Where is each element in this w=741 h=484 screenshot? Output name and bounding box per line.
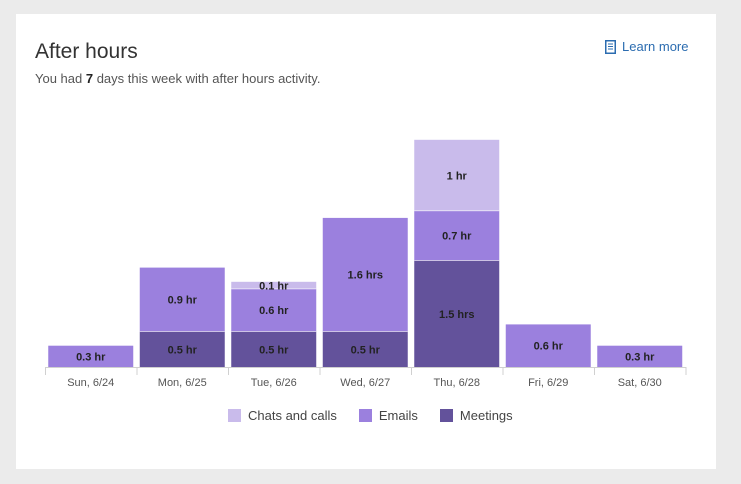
legend-label: Chats and calls xyxy=(248,408,337,423)
legend-item-emails: Emails xyxy=(359,408,418,423)
data-label-chats-and-calls-4: 1 hr xyxy=(447,170,468,182)
data-label-emails-5: 0.6 hr xyxy=(534,341,564,353)
legend-label: Emails xyxy=(379,408,418,423)
x-tick-label: Sat, 6/30 xyxy=(618,377,662,389)
legend-label: Meetings xyxy=(460,408,513,423)
data-label-meetings-4: 1.5 hrs xyxy=(439,309,474,321)
data-label-emails-6: 0.3 hr xyxy=(625,351,655,363)
after-hours-card: After hours You had 7 days this week wit… xyxy=(16,14,716,469)
legend-swatch xyxy=(359,409,372,422)
x-tick-label: Mon, 6/25 xyxy=(158,377,207,389)
after-hours-chart: 0.3 hr Sun, 6/24 0.5 hr 0.9 hr Mon, 6/25 0.5 … xyxy=(16,14,716,404)
data-label-meetings-3: 0.5 hr xyxy=(351,344,381,356)
x-tick-label: Tue, 6/26 xyxy=(251,377,297,389)
data-label-meetings-1: 0.5 hr xyxy=(168,344,198,356)
x-tick-label: Sun, 6/24 xyxy=(67,377,114,389)
data-label-emails-1: 0.9 hr xyxy=(168,295,198,307)
data-label-emails-0: 0.3 hr xyxy=(76,351,106,363)
data-label-meetings-2: 0.5 hr xyxy=(259,344,289,356)
chart-legend: Chats and calls Emails Meetings xyxy=(228,408,513,423)
legend-item-chats-and-calls: Chats and calls xyxy=(228,408,337,423)
data-label-emails-3: 1.6 hrs xyxy=(348,270,383,282)
x-tick-label: Wed, 6/27 xyxy=(340,377,390,389)
legend-item-meetings: Meetings xyxy=(440,408,513,423)
x-tick-label: Fri, 6/29 xyxy=(528,377,568,389)
data-label-emails-4: 0.7 hr xyxy=(442,231,472,243)
data-label-chats-and-calls-2: 0.1 hr xyxy=(259,280,289,292)
x-tick-label: Thu, 6/28 xyxy=(434,377,480,389)
legend-swatch xyxy=(228,409,241,422)
data-label-emails-2: 0.6 hr xyxy=(259,305,289,317)
legend-swatch xyxy=(440,409,453,422)
